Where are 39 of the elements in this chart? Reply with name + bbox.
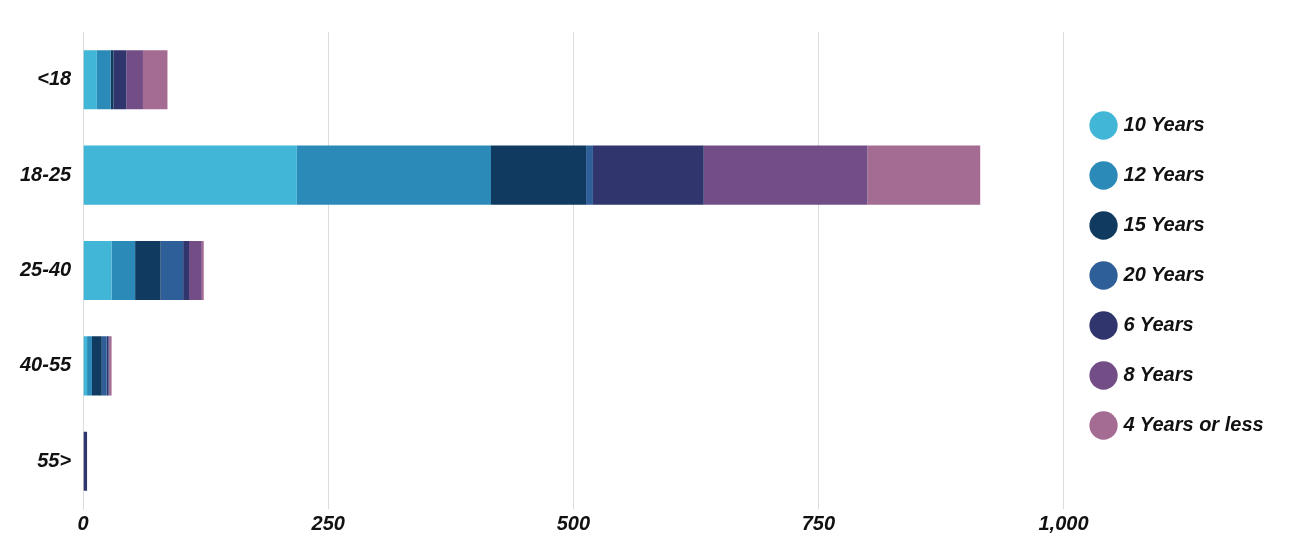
bar xyxy=(183,240,190,301)
bar xyxy=(83,50,97,110)
bar xyxy=(87,336,92,396)
y-tick-label: 18-25 xyxy=(20,162,73,185)
bar xyxy=(592,145,704,205)
legend-label: 20 Years xyxy=(1122,263,1205,286)
bar xyxy=(296,145,491,205)
bar xyxy=(83,240,112,301)
x-tick-label: 0 xyxy=(77,511,89,534)
y-tick-label: 55> xyxy=(37,448,72,471)
bar xyxy=(110,50,114,110)
legend-label: 15 Years xyxy=(1123,213,1205,236)
bar xyxy=(142,50,168,110)
y-tick-label: 25-40 xyxy=(19,258,72,281)
bar xyxy=(189,240,202,301)
bar xyxy=(96,50,111,110)
x-tick-label: 500 xyxy=(556,511,591,534)
bar xyxy=(586,145,593,205)
legend-label: 8 Years xyxy=(1123,363,1194,386)
bar xyxy=(101,336,107,396)
y-tick-label: 40-55 xyxy=(19,353,73,376)
bar xyxy=(135,240,161,301)
bar xyxy=(83,145,297,205)
bar xyxy=(126,50,143,110)
y-tick-label: <18 xyxy=(37,67,73,90)
legend-label: 12 Years xyxy=(1123,163,1205,186)
legend-label: 6 Years xyxy=(1123,313,1194,336)
bar xyxy=(160,240,184,301)
bar xyxy=(490,145,587,205)
x-tick-label: 1,000 xyxy=(1038,511,1089,534)
bar xyxy=(113,50,127,110)
x-tick-label: 250 xyxy=(310,511,345,534)
legend-label: 10 Years xyxy=(1123,113,1205,136)
legend-label: 4 Years or less xyxy=(1122,413,1264,436)
bar xyxy=(867,145,981,205)
bar xyxy=(91,336,102,396)
x-tick-label: 750 xyxy=(801,511,836,534)
bar xyxy=(703,145,868,205)
bar xyxy=(111,240,136,301)
